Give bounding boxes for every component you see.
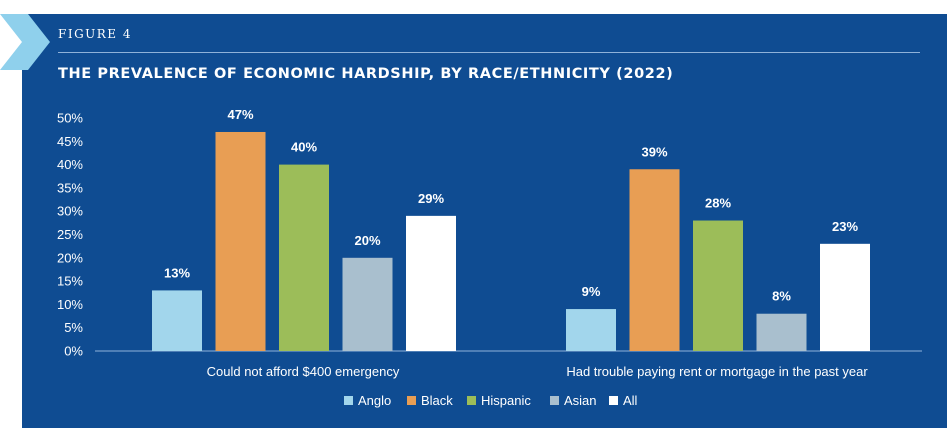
data-label: 8% <box>772 289 791 304</box>
y-tick-label: 30% <box>57 204 83 219</box>
chevron-arrow-icon <box>0 14 50 70</box>
legend-label: Black <box>421 393 453 408</box>
legend-swatch <box>609 396 618 405</box>
y-tick-label: 5% <box>64 320 83 335</box>
legend-label: Hispanic <box>481 393 531 408</box>
bar-anglo <box>152 290 202 351</box>
title-divider <box>58 52 920 53</box>
bar-black <box>215 131 266 351</box>
y-tick-label: 35% <box>57 180 83 195</box>
bar-all <box>406 215 456 351</box>
legend-label: Anglo <box>358 393 391 408</box>
y-tick-label: 15% <box>57 274 83 289</box>
bar-black <box>629 169 680 351</box>
data-labels: 13% 47% 40% 20% 29% 9% 39% 28% 8% 23% <box>164 107 858 304</box>
data-label: 20% <box>354 233 380 248</box>
bar-asian <box>756 313 807 351</box>
legend-swatch <box>550 396 559 405</box>
legend-label: Asian <box>564 393 597 408</box>
chart-title: THE PREVALENCE OF ECONOMIC HARDSHIP, BY … <box>58 66 674 82</box>
bar-hispanic <box>693 220 743 351</box>
legend-swatch <box>407 396 416 405</box>
data-label: 40% <box>291 140 317 155</box>
data-label: 23% <box>832 219 858 234</box>
figure-panel <box>22 14 947 428</box>
y-tick-label: 20% <box>57 250 83 265</box>
y-tick-label: 25% <box>57 227 83 242</box>
category-label: Could not afford $400 emergency <box>207 364 400 379</box>
y-tick-label: 50% <box>57 111 83 126</box>
bars <box>152 131 870 351</box>
bar-hispanic <box>279 164 329 351</box>
category-labels: Could not afford $400 emergency Had troub… <box>207 364 869 379</box>
y-axis: 0% 5% 10% 15% 20% 25% 30% 35% 40% 45% 50% <box>57 111 83 359</box>
data-label: 29% <box>418 191 444 206</box>
data-label: 13% <box>164 265 190 280</box>
legend-swatch <box>467 396 476 405</box>
y-tick-label: 45% <box>57 134 83 149</box>
data-label: 28% <box>705 196 731 211</box>
data-label: 9% <box>582 284 601 299</box>
legend-label: All <box>623 393 638 408</box>
bar-anglo <box>566 309 616 351</box>
bar-all <box>820 243 870 351</box>
legend-swatch <box>344 396 353 405</box>
data-label: 47% <box>227 107 253 122</box>
y-tick-label: 40% <box>57 157 83 172</box>
bar-asian <box>342 257 393 351</box>
category-label: Had trouble paying rent or mortgage in t… <box>566 364 868 379</box>
y-tick-label: 0% <box>64 344 83 359</box>
y-tick-label: 10% <box>57 297 83 312</box>
legend: Anglo Black Hispanic Asian All <box>344 393 638 408</box>
figure-label: FIGURE 4 <box>58 27 133 41</box>
data-label: 39% <box>641 144 667 159</box>
